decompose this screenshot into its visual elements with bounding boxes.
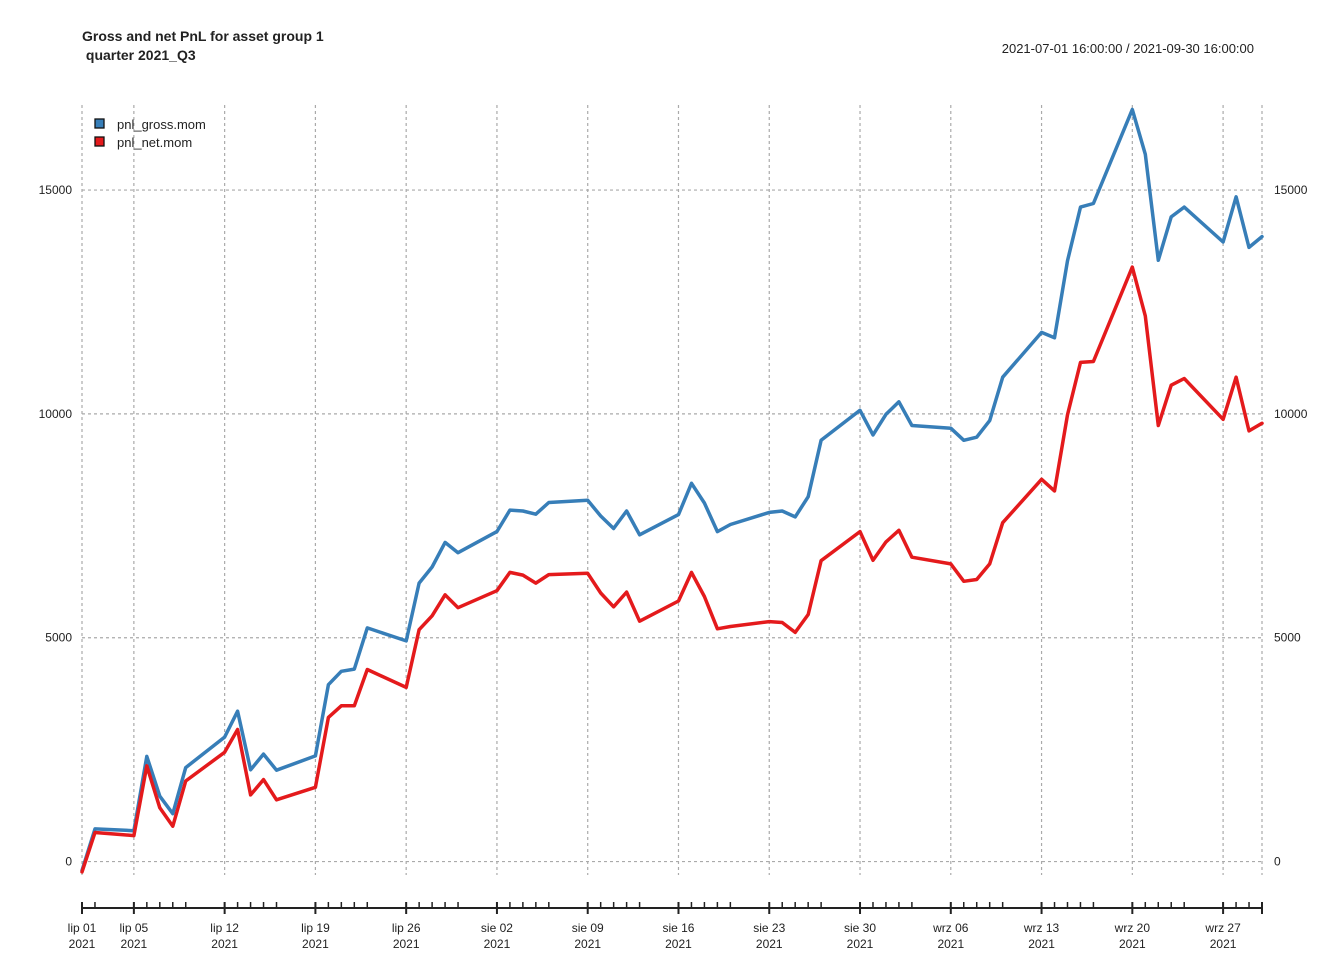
- x-tick-label: wrz 27: [1204, 921, 1241, 935]
- x-tick-label-year: 2021: [302, 937, 329, 951]
- x-tick-label: sie 30: [844, 921, 876, 935]
- date-range-label: 2021-07-01 16:00:00 / 2021-09-30 16:00:0…: [1001, 41, 1254, 56]
- x-tick-label: sie 09: [572, 921, 604, 935]
- x-tick-label-year: 2021: [756, 937, 783, 951]
- x-tick-label-year: 2021: [121, 937, 148, 951]
- x-tick-label: lip 19: [301, 921, 330, 935]
- y-tick-label-left: 15000: [39, 183, 73, 197]
- x-tick-label: sie 23: [753, 921, 785, 935]
- x-tick-label-year: 2021: [484, 937, 511, 951]
- y-tick-label-left: 0: [65, 855, 72, 869]
- x-tick-label-year: 2021: [574, 937, 601, 951]
- x-tick-label-year: 2021: [1119, 937, 1146, 951]
- x-tick-label: lip 01: [68, 921, 97, 935]
- chart-title-line2: quarter 2021_Q3: [82, 47, 196, 63]
- x-tick-label: lip 26: [392, 921, 421, 935]
- x-tick-label: wrz 13: [1023, 921, 1060, 935]
- x-tick-label: sie 02: [481, 921, 513, 935]
- x-tick-label: lip 12: [210, 921, 239, 935]
- legend-label: pnl_gross.mom: [117, 117, 206, 132]
- series-line-pnl_gross.mom: [80, 107, 1264, 873]
- x-tick-label-year: 2021: [847, 937, 874, 951]
- x-tick-label: lip 05: [120, 921, 149, 935]
- y-tick-label-right: 0: [1274, 855, 1281, 869]
- series-line-pnl_net.mom: [80, 265, 1264, 874]
- x-tick-label-year: 2021: [1028, 937, 1055, 951]
- x-tick-label: wrz 20: [1114, 921, 1151, 935]
- y-tick-label-right: 5000: [1274, 631, 1301, 645]
- x-tick-label: sie 16: [662, 921, 694, 935]
- series-lines: [80, 107, 1264, 874]
- y-tick-label-right: 15000: [1274, 183, 1308, 197]
- y-tick-label-left: 10000: [39, 407, 73, 421]
- legend-label: pnl_net.mom: [117, 135, 192, 150]
- x-tick-label-year: 2021: [211, 937, 238, 951]
- x-tick-label-year: 2021: [665, 937, 692, 951]
- x-tick-label-year: 2021: [69, 937, 96, 951]
- y-tick-label-right: 10000: [1274, 407, 1308, 421]
- legend: pnl_gross.mom pnl_net.mom: [94, 117, 206, 150]
- x-tick-label-year: 2021: [937, 937, 964, 951]
- axes: 0 0 5000 5000 10000 10000 15000 15000 lip 01 2021…: [39, 183, 1308, 951]
- x-tick-label-year: 2021: [1210, 937, 1237, 951]
- x-tick-label-year: 2021: [393, 937, 420, 951]
- legend-swatch: [94, 136, 105, 147]
- x-tick-label: wrz 06: [932, 921, 969, 935]
- grid-lines: [81, 105, 1263, 875]
- legend-swatch: [94, 118, 105, 129]
- chart-title-line1: Gross and net PnL for asset group 1: [82, 28, 324, 44]
- y-tick-label-left: 5000: [45, 631, 72, 645]
